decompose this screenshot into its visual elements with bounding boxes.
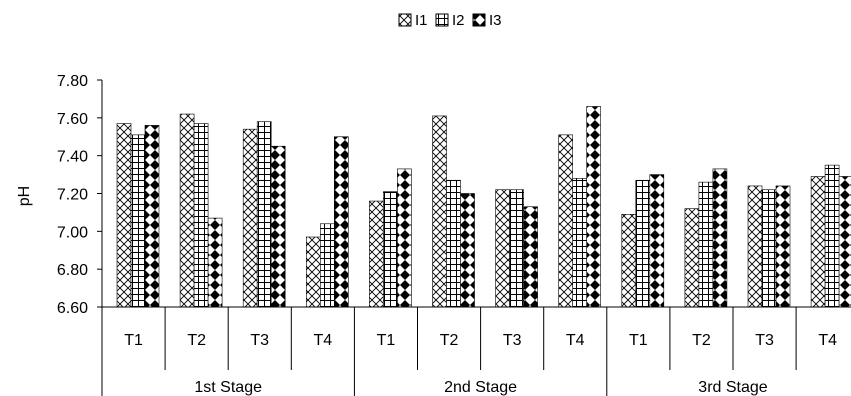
chart-legend: I1 I2 I3 [398, 12, 502, 29]
y-axis: 6.60 6.80 7.00 7.20 7.40 7.60 7.80 [57, 73, 103, 317]
x-axis: T1 T2 T3 T4 T1 T2 T3 T4 T1 T2 T3 T4 1st Stage 2nd Sta… [101, 306, 851, 396]
bar-i3-1 [144, 125, 160, 308]
bar-i2-5 [383, 191, 398, 308]
y-tick-label: 7.40 [57, 149, 88, 166]
bar-i1-1 [116, 123, 132, 308]
bar-i2-8 [572, 178, 588, 308]
legend-label-i1: I1 [415, 12, 428, 29]
bar-i3-12 [838, 176, 851, 308]
y-tick-label: 7.00 [57, 224, 88, 241]
x-category-label: T3 [250, 332, 269, 349]
x-category-label: T4 [314, 332, 333, 349]
legend-swatch-i1 [398, 13, 412, 27]
x-category-label: T1 [124, 332, 143, 349]
x-category-label: T2 [692, 332, 711, 349]
bar-i2-11 [761, 189, 777, 308]
bar-i3-6 [460, 193, 475, 308]
bar-i1-12 [810, 176, 826, 308]
x-group-label: 3rd Stage [698, 379, 767, 396]
bar-i1-6 [432, 115, 447, 308]
x-group-label: 2nd Stage [444, 379, 517, 396]
bar-i3-5 [397, 168, 412, 308]
bar-i2-7 [509, 189, 524, 308]
x-category-label: T2 [187, 332, 206, 349]
bar-i1-9 [621, 214, 637, 308]
y-tick-label: 7.60 [57, 111, 88, 128]
bars [116, 106, 851, 308]
bar-i2-6 [446, 179, 461, 308]
bar-i3-11 [775, 185, 791, 308]
y-tick-label: 7.20 [57, 187, 88, 204]
x-category-label: T1 [377, 332, 396, 349]
bar-i1-8 [558, 134, 574, 308]
bar-i2-1 [130, 134, 146, 308]
bar-i3-4 [333, 136, 349, 308]
bar-i2-10 [698, 181, 714, 308]
y-axis-title: pH [16, 186, 33, 206]
y-tick-label: 6.80 [57, 262, 88, 279]
bar-i3-3 [270, 145, 286, 308]
bar-i2-4 [319, 223, 335, 308]
legend-swatch-i2 [435, 13, 449, 27]
bar-i1-11 [747, 185, 763, 308]
bar-i3-8 [586, 106, 602, 308]
x-category-label: T4 [566, 332, 585, 349]
x-category-label: T4 [818, 332, 837, 349]
bar-i2-3 [256, 121, 272, 308]
bar-i1-5 [369, 200, 384, 308]
x-group-label: 1st Stage [194, 379, 262, 396]
bar-i3-10 [712, 168, 728, 308]
x-category-label: T1 [629, 332, 648, 349]
bar-i2-2 [193, 123, 209, 308]
legend-label-i2: I2 [452, 12, 465, 29]
bar-i2-12 [824, 164, 840, 308]
bar-i1-3 [242, 128, 258, 308]
bar-i3-2 [207, 217, 223, 308]
x-category-label: T2 [440, 332, 459, 349]
bar-i1-10 [684, 208, 700, 308]
y-tick-label: 6.60 [57, 300, 88, 317]
bar-i2-9 [635, 179, 651, 308]
bar-i1-4 [305, 236, 321, 308]
bar-i3-9 [649, 174, 665, 308]
legend-swatch-i3 [472, 13, 486, 27]
y-tick-label: 7.80 [57, 73, 88, 90]
bar-i3-7 [523, 206, 538, 308]
x-category-label: T3 [755, 332, 774, 349]
bar-i1-7 [495, 189, 510, 308]
bar-i1-2 [179, 113, 195, 308]
legend-label-i3: I3 [489, 12, 502, 29]
x-category-label: T3 [503, 332, 522, 349]
